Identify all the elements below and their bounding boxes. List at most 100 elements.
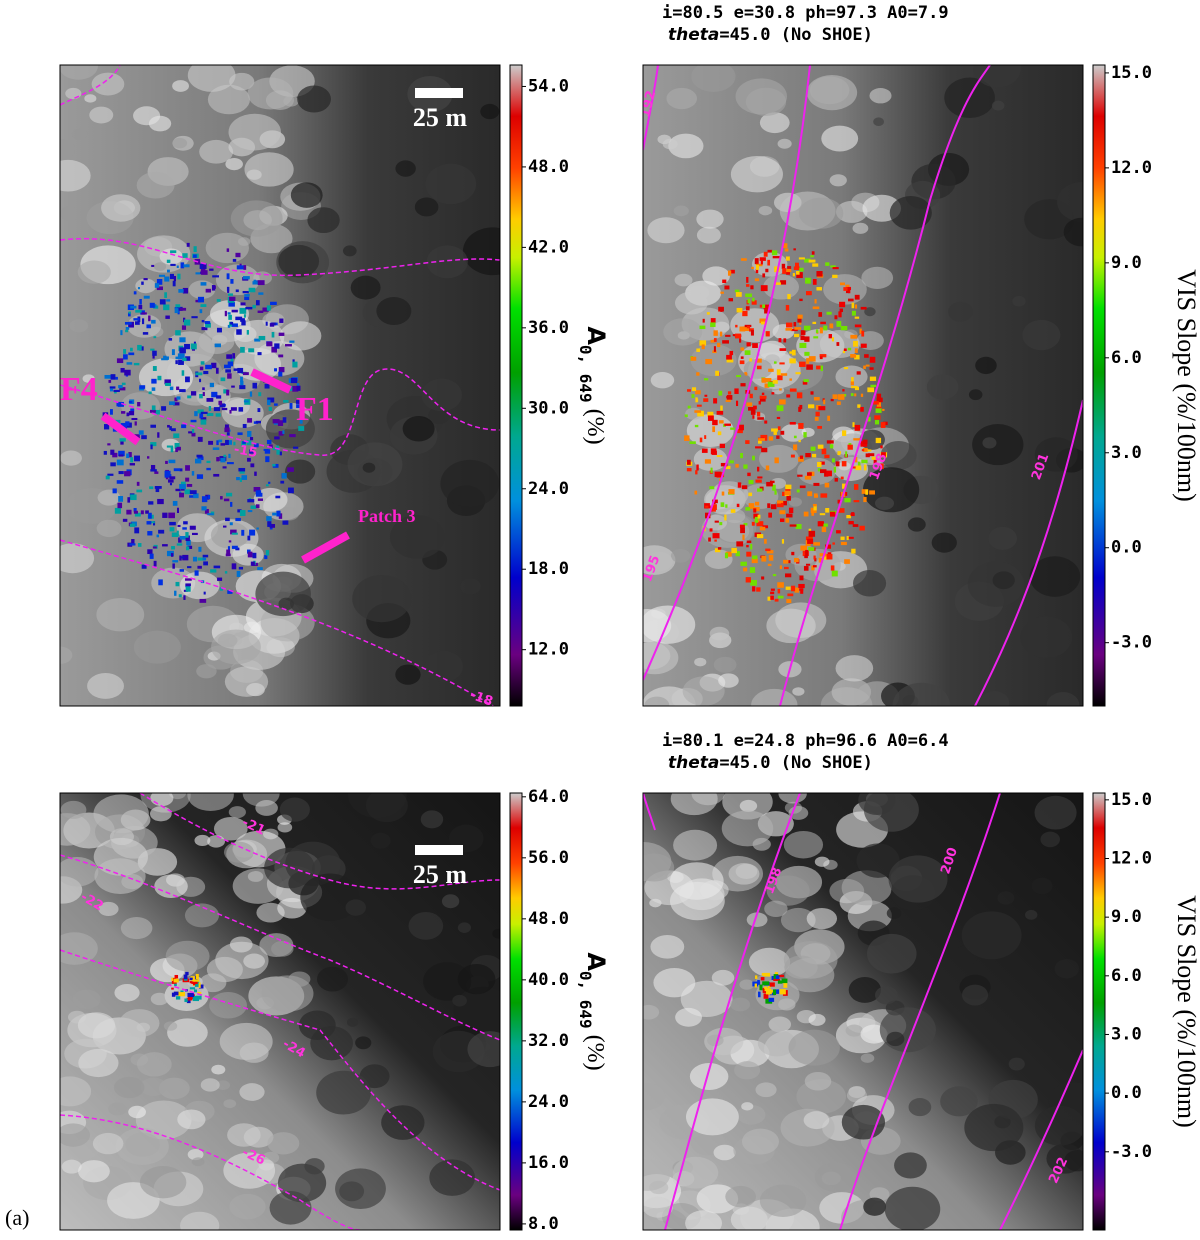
- color-pixel: [783, 338, 787, 343]
- color-pixel: [854, 294, 860, 300]
- color-pixel: [829, 323, 834, 329]
- color-pixel: [243, 314, 246, 318]
- color-pixel: [752, 455, 755, 461]
- color-pixel: [169, 273, 174, 280]
- color-pixel: [143, 295, 150, 299]
- terrain-shadow: [304, 1158, 325, 1175]
- color-pixel: [850, 354, 857, 358]
- color-pixel: [771, 250, 778, 256]
- color-pixel: [186, 539, 191, 546]
- color-pixel: [103, 450, 107, 455]
- color-pixel: [216, 440, 219, 446]
- color-pixel: [208, 440, 214, 445]
- color-pixel: [768, 554, 774, 561]
- terrain-boulder: [673, 829, 718, 861]
- color-pixel: [184, 978, 188, 981]
- terrain-boulder: [60, 646, 73, 664]
- color-pixel: [192, 979, 200, 982]
- color-pixel: [135, 309, 142, 313]
- terrain-boulder: [213, 816, 248, 841]
- color-pixel: [751, 558, 758, 564]
- color-pixel: [186, 998, 191, 1004]
- color-pixel: [834, 315, 838, 320]
- contour-line: [60, 368, 500, 456]
- color-pixel: [231, 385, 235, 388]
- color-pixel: [812, 263, 819, 267]
- color-pixel: [150, 469, 157, 472]
- color-pixel: [173, 468, 181, 472]
- colorbar-tick-label: 6.0: [1111, 966, 1142, 986]
- color-pixel: [163, 356, 169, 360]
- color-pixel: [237, 432, 243, 436]
- color-pixel: [709, 486, 715, 490]
- color-pixel: [799, 342, 807, 349]
- color-pixel: [787, 266, 792, 269]
- color-pixel: [757, 514, 761, 519]
- color-pixel: [242, 423, 247, 429]
- terrain-boulder: [180, 1211, 220, 1230]
- color-pixel: [282, 520, 289, 525]
- color-pixel: [278, 431, 284, 436]
- colorbar-tick-label: 32.0: [528, 1031, 569, 1051]
- color-pixel: [743, 464, 748, 469]
- color-pixel: [832, 542, 835, 545]
- color-pixel: [181, 370, 185, 376]
- color-pixel: [741, 485, 748, 490]
- color-pixel: [118, 454, 124, 457]
- color-pixel: [278, 371, 283, 377]
- terrain-shadow: [907, 517, 926, 532]
- color-pixel: [774, 490, 777, 495]
- color-pixel: [179, 468, 183, 472]
- color-pixel: [840, 541, 847, 546]
- color-pixel: [822, 523, 828, 527]
- terrain-boulder: [223, 841, 254, 863]
- terrain-boulder: [60, 139, 76, 160]
- terrain-boulder: [101, 194, 141, 222]
- color-pixel: [800, 335, 805, 341]
- label-unit: (%): [582, 1035, 608, 1071]
- terrain-shadow: [1008, 1057, 1025, 1071]
- color-pixel: [786, 598, 792, 604]
- colorbar-tick-label: -3.0: [1111, 633, 1152, 653]
- terrain-shadow: [1020, 616, 1073, 658]
- color-pixel: [793, 248, 796, 251]
- color-pixel: [161, 406, 167, 411]
- color-pixel: [137, 287, 140, 290]
- color-pixel: [803, 566, 809, 571]
- color-pixel: [735, 463, 739, 468]
- terrain-boulder: [187, 793, 234, 812]
- color-pixel: [272, 463, 279, 468]
- color-pixel: [211, 285, 216, 291]
- color-pixel: [770, 591, 775, 595]
- color-pixel: [185, 578, 192, 581]
- terrain-boulder: [803, 1111, 830, 1130]
- color-pixel: [730, 269, 735, 274]
- color-pixel: [735, 551, 740, 557]
- color-pixel: [171, 532, 178, 537]
- terrain-boulder: [869, 88, 892, 104]
- color-pixel: [765, 331, 770, 337]
- color-pixel: [684, 414, 688, 418]
- color-pixel: [246, 329, 249, 335]
- color-pixel: [748, 492, 753, 497]
- color-pixel: [719, 443, 726, 449]
- color-pixel: [721, 491, 725, 496]
- color-pixel: [227, 312, 231, 315]
- terrain-boulder: [96, 597, 145, 632]
- terrain-boulder: [730, 155, 783, 193]
- terrain-boulder: [210, 521, 250, 549]
- color-pixel: [713, 330, 718, 336]
- color-pixel: [825, 544, 832, 549]
- color-pixel: [806, 364, 813, 370]
- terrain-boulder: [187, 1149, 204, 1161]
- contour-line: [974, 399, 1083, 706]
- terrain-shadow: [365, 793, 408, 823]
- scale-bar: [415, 88, 463, 98]
- terrain-boulder: [746, 912, 768, 927]
- terrain-boulder: [670, 549, 691, 563]
- terrain-boulder: [644, 551, 673, 572]
- color-pixel: [854, 456, 858, 463]
- color-pixel: [777, 582, 784, 588]
- color-pixel: [765, 548, 771, 552]
- color-pixel: [761, 576, 765, 580]
